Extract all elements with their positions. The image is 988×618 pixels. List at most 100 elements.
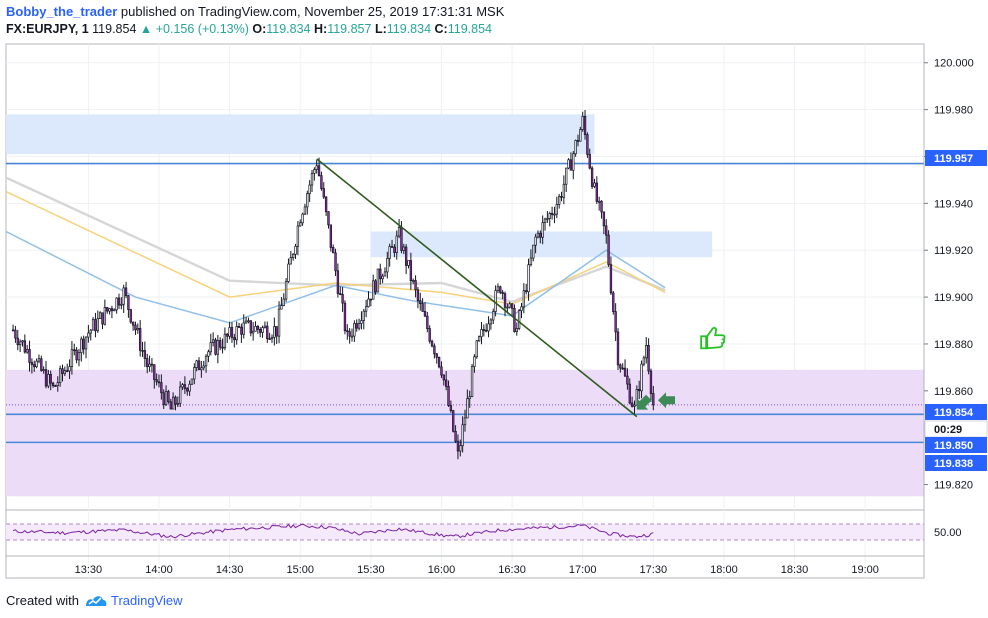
candle-body [84,336,88,350]
candle-body [602,211,606,227]
candle-body [539,232,542,238]
candle-body [129,309,132,323]
candle-body [435,353,438,358]
candle-body [242,322,245,335]
candle-body [572,153,575,171]
price-chart[interactable]: 120.000119.980119.960119.940119.920119.9… [0,0,988,588]
candle-body [595,182,598,202]
candle-body [70,349,74,367]
candle-body [487,323,490,332]
candle-body [600,200,603,213]
candle-body [588,154,591,169]
candle-body [150,363,154,366]
candle-body [565,167,568,185]
candle-body [23,340,27,353]
candle-body [275,326,278,337]
candle-body [463,417,467,426]
candle-body [141,350,144,352]
candle-body [77,352,81,361]
candle-body [346,330,349,333]
candle-body [473,356,476,367]
candle-body [546,218,549,220]
candle-body [416,289,420,301]
tradingview-logo-icon [85,595,107,606]
moving-average-orange [5,190,666,305]
candle-body [647,345,650,372]
candle-body [54,385,57,387]
candle-body [393,246,396,253]
candle-body [200,367,203,371]
candle-body [214,339,217,355]
price-label-box [925,150,987,166]
candle-body [228,327,231,337]
candle-body [313,169,316,174]
candle-body [353,323,356,337]
candle-body [176,402,180,405]
x-tick-label: 18:30 [781,564,809,576]
candle-body [508,303,511,308]
candle-body [219,340,222,348]
candle-body [343,302,347,332]
candle-body [400,227,403,251]
candle-body [308,184,311,194]
y-tick-label: 119.900 [934,292,973,304]
candle-body [557,196,561,205]
candle-body [327,211,330,226]
thumb-hand [706,326,726,350]
open-value: 119.834 [266,22,311,36]
candle-body [101,312,104,325]
high-value: 119.857 [327,22,372,36]
candle-body [134,324,137,331]
candle-body [164,391,168,405]
candle-body [477,336,481,342]
candle-body [181,384,184,388]
candle-body [91,319,95,331]
candle-body [33,364,36,368]
x-tick-label: 14:30 [216,564,244,576]
candle-body [190,378,194,385]
candle-body [428,328,431,342]
price-label: 00:29 [934,424,962,436]
candle-body [517,310,521,329]
moving-average-gray [5,176,666,304]
candle-body [186,388,189,392]
candle-body [296,225,300,247]
candle-body [494,290,497,312]
candle-body [402,246,405,251]
candle-body [652,393,655,406]
candle-body [534,236,537,246]
candle-body [520,306,523,311]
candle-body [256,326,260,330]
candle-body [645,345,648,359]
candle-body [110,308,114,312]
candle-body [329,224,333,248]
candle-body [649,370,653,394]
candle-body [317,165,321,176]
candle-body [94,319,97,332]
x-tick-label: 17:30 [640,564,668,576]
candle-body [42,369,45,371]
candle-body [131,321,135,326]
candle-body [555,204,558,215]
candle-body [350,335,354,338]
candle-body [108,308,111,312]
candle-body [367,298,370,308]
candle-body [282,298,285,306]
rsi-band [6,524,924,540]
candle-body [574,140,577,155]
x-tick-label: 14:00 [145,564,173,576]
candle-body [407,260,410,266]
candle-body [202,365,205,369]
candle-body [536,232,540,238]
candle-body [642,357,646,365]
candle-body [442,374,445,381]
candle-body [21,340,24,343]
candle-body [395,235,398,253]
price-label: 119.850 [934,440,973,452]
candle-body [211,339,215,343]
author-name[interactable]: Bobby_the_trader [6,4,118,19]
candle-body [496,286,500,291]
candle-body [426,315,429,329]
candle-body [609,264,613,294]
tradingview-link[interactable]: TradingView [110,593,183,608]
